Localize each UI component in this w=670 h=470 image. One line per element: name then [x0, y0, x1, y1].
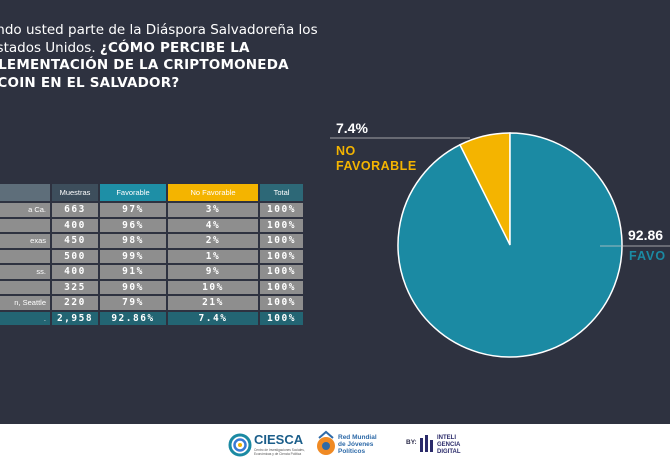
cell-city: a Ca.: [0, 203, 50, 217]
pie-label-favorable-name: FAVO: [629, 249, 667, 263]
header-no-favorable: No Favorable: [168, 184, 258, 201]
table-row: ss. 400 91% 9% 100%: [0, 265, 303, 279]
cell-no-favorable: 7.4%: [168, 311, 258, 325]
slide: endo usted parte de la Diáspora Salvador…: [0, 0, 670, 424]
cell-favorable: 97%: [100, 203, 166, 217]
table-row: exas 450 98% 2% 100%: [0, 234, 303, 248]
question-bold-text: ¿CÓMO PERCIBE LA PLEMENTACIÓN DE LA CRIP…: [0, 39, 289, 91]
table-row: n, Seattle 220 79% 21% 100%: [0, 296, 303, 310]
ciesca-name: CIESCA: [254, 432, 304, 447]
ciesca-subtitle: Centro de Investigaciones Sociales, Econ…: [254, 448, 305, 456]
table-header-row: Muestras Favorable No Favorable Total: [0, 184, 303, 201]
pie-label-favorable-value: 92.86: [628, 227, 664, 243]
table-row: 500 99% 1% 100%: [0, 249, 303, 263]
table-row: 400 96% 4% 100%: [0, 218, 303, 232]
inteli-line1: INTELI: [437, 435, 456, 441]
cell-no-favorable: 9%: [168, 265, 258, 279]
cell-city: [0, 218, 50, 232]
table-total-row: . 2,958 92.86% 7.4% 100%: [0, 311, 303, 325]
header-city: [0, 184, 50, 201]
cell-total: 100%: [260, 311, 303, 325]
pie-label-no-favorable-line2: FAVORABLE: [336, 159, 417, 173]
pie-slice-favorable: [397, 132, 623, 358]
cell-favorable: 96%: [100, 218, 166, 232]
cell-favorable: 79%: [100, 296, 166, 310]
cell-no-favorable: 4%: [168, 218, 258, 232]
inteli-line2: GENCIA: [437, 442, 461, 448]
red-mundial-logo: Red Mundial de Jóvenes Políticos: [315, 430, 377, 469]
cell-total: 100%: [260, 280, 303, 294]
question-plain-text: endo usted parte de la Diáspora Salvador…: [0, 22, 318, 56]
by-label: BY:: [406, 439, 417, 446]
inteli-line3: DIGITAL: [437, 449, 461, 455]
cell-favorable: 90%: [100, 280, 166, 294]
pie-label-no-favorable-line1: NO: [336, 144, 356, 158]
cell-city: ss.: [0, 265, 50, 279]
cell-favorable: 92.86%: [100, 311, 166, 325]
cell-total: 100%: [260, 203, 303, 217]
inteligencia-digital-icon: [420, 435, 433, 452]
survey-question: endo usted parte de la Diáspora Salvador…: [0, 22, 328, 92]
red-mundial-line2: de Jóvenes: [338, 441, 374, 448]
cell-total: 100%: [260, 249, 303, 263]
ciesca-logo: CIESCA Centro de Investigaciones Sociale…: [228, 430, 308, 469]
cell-favorable: 98%: [100, 234, 166, 248]
cell-city: [0, 249, 50, 263]
cell-city: [0, 280, 50, 294]
inteligencia-digital-logo: INTELI GENCIA DIGITAL: [418, 430, 461, 465]
cell-city: exas: [0, 234, 50, 248]
red-mundial-line1: Red Mundial: [338, 434, 377, 441]
cell-total: 100%: [260, 296, 303, 310]
cell-total: 100%: [260, 234, 303, 248]
ciesca-logo-icon: [228, 433, 252, 457]
cell-muestras: 400: [52, 218, 98, 232]
table-row: 325 90% 10% 100%: [0, 280, 303, 294]
cell-no-favorable: 10%: [168, 280, 258, 294]
cell-muestras: 2,958: [52, 311, 98, 325]
cell-no-favorable: 1%: [168, 249, 258, 263]
table-row: a Ca. 663 97% 3% 100%: [0, 203, 303, 217]
red-mundial-line3: Políticos: [338, 448, 366, 455]
footer: CIESCA Centro de Investigaciones Sociale…: [0, 424, 670, 470]
red-mundial-icon: [317, 430, 335, 455]
header-muestras: Muestras: [52, 184, 98, 201]
cell-total: 100%: [260, 218, 303, 232]
cell-muestras: 325: [52, 280, 98, 294]
pie-chart: [330, 132, 670, 358]
cell-muestras: 500: [52, 249, 98, 263]
cell-city: n, Seattle: [0, 296, 50, 310]
cell-muestras: 220: [52, 296, 98, 310]
cell-muestras: 450: [52, 234, 98, 248]
results-table: Muestras Favorable No Favorable Total a …: [0, 182, 305, 327]
header-total: Total: [260, 184, 303, 201]
cell-no-favorable: 2%: [168, 234, 258, 248]
header-favorable: Favorable: [100, 184, 166, 201]
cell-muestras: 400: [52, 265, 98, 279]
cell-muestras: 663: [52, 203, 98, 217]
cell-favorable: 91%: [100, 265, 166, 279]
cell-city: .: [0, 311, 50, 325]
cell-total: 100%: [260, 265, 303, 279]
cell-no-favorable: 21%: [168, 296, 258, 310]
cell-no-favorable: 3%: [168, 203, 258, 217]
pie-label-no-favorable-value: 7.4%: [336, 120, 368, 136]
cell-favorable: 99%: [100, 249, 166, 263]
